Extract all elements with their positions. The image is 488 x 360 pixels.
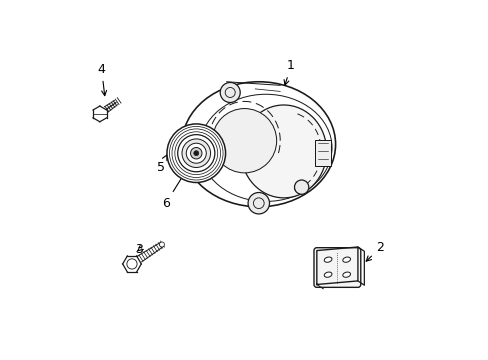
Circle shape [193,151,198,156]
Text: 2: 2 [366,241,384,261]
FancyBboxPatch shape [315,140,330,166]
Text: 1: 1 [284,59,294,85]
Circle shape [186,143,206,163]
Ellipse shape [324,272,331,277]
Circle shape [166,124,225,183]
Circle shape [177,135,214,172]
Text: 3: 3 [135,243,143,256]
Circle shape [190,148,202,159]
Circle shape [220,82,240,103]
Ellipse shape [241,105,326,198]
Circle shape [247,193,269,214]
Ellipse shape [342,272,350,277]
Text: 5: 5 [156,155,166,174]
Ellipse shape [342,257,350,262]
FancyBboxPatch shape [313,248,360,287]
Circle shape [159,242,164,247]
Circle shape [294,180,308,194]
Ellipse shape [324,257,331,262]
Text: 4: 4 [98,63,106,96]
Circle shape [182,139,210,167]
Text: 6: 6 [162,168,187,210]
Circle shape [212,109,276,173]
